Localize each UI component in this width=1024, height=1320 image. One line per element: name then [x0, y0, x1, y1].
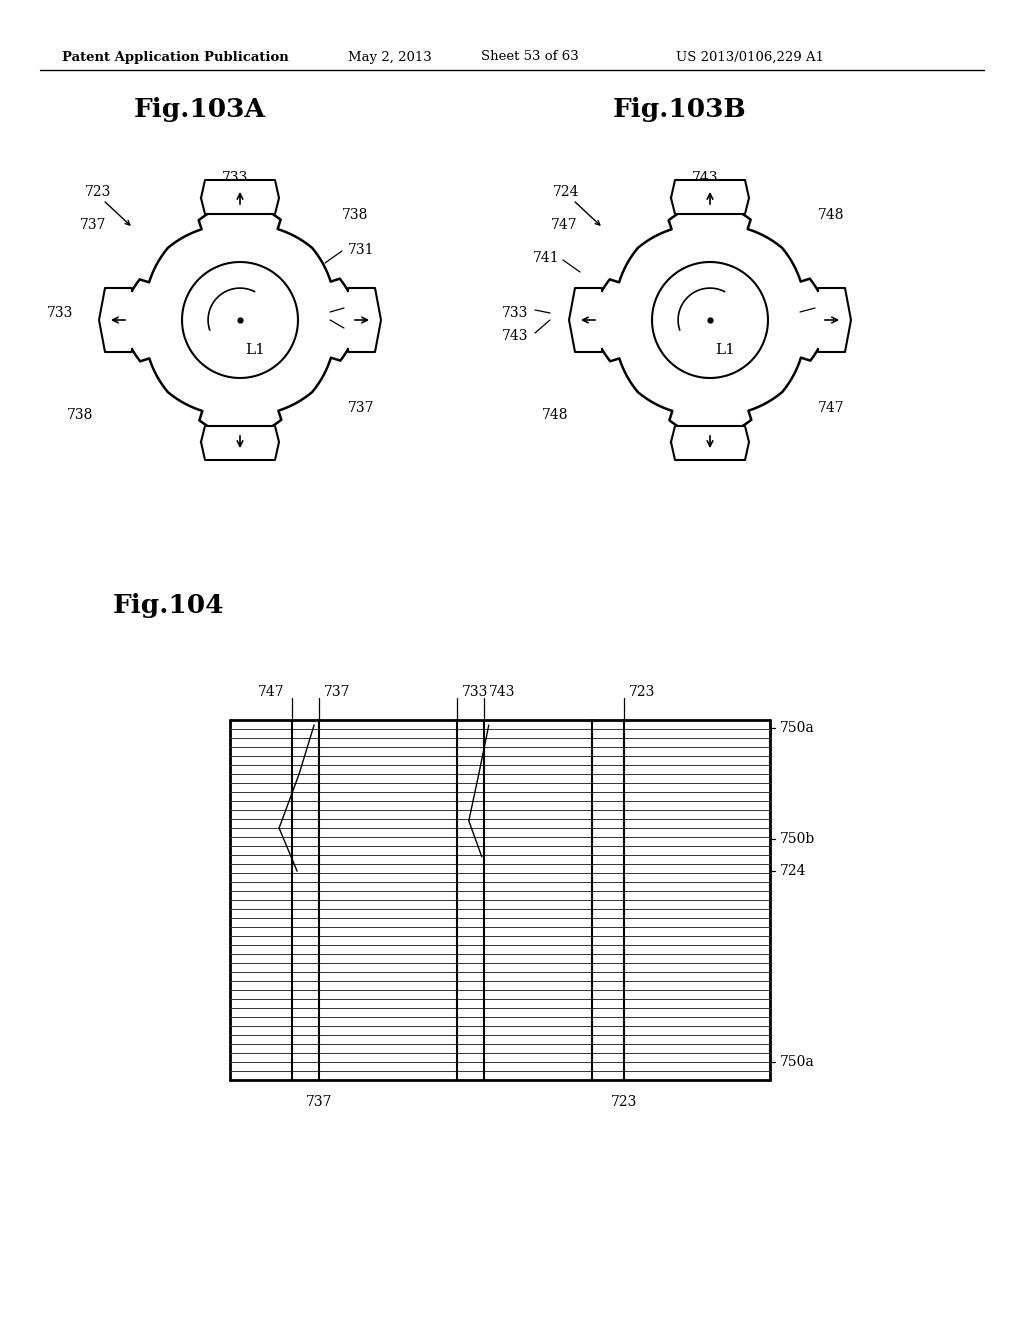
Text: 743: 743 [488, 685, 515, 700]
Text: 738: 738 [342, 209, 369, 222]
Polygon shape [201, 180, 279, 214]
Text: 733: 733 [352, 298, 379, 312]
Text: 733: 733 [502, 306, 528, 319]
Text: 737: 737 [306, 1096, 333, 1109]
Text: 733: 733 [222, 172, 248, 185]
Text: Patent Application Publication: Patent Application Publication [61, 50, 289, 63]
Text: 747: 747 [818, 401, 845, 414]
Text: Fig.104: Fig.104 [113, 593, 224, 618]
Text: May 2, 2013: May 2, 2013 [348, 50, 432, 63]
Text: Fig.103A: Fig.103A [134, 98, 266, 123]
Text: L1: L1 [715, 343, 735, 356]
Polygon shape [569, 288, 602, 352]
Text: 743: 743 [696, 441, 723, 455]
Text: 738: 738 [67, 408, 93, 422]
Bar [230, 719, 770, 1080]
Polygon shape [818, 288, 851, 352]
Text: 743: 743 [822, 298, 849, 312]
Text: Sheet 53 of 63: Sheet 53 of 63 [481, 50, 579, 63]
Polygon shape [590, 201, 830, 440]
Text: 750b: 750b [780, 832, 815, 846]
Text: 748: 748 [818, 209, 845, 222]
Text: 747: 747 [257, 685, 284, 700]
Text: 733: 733 [47, 306, 73, 319]
Text: 750a: 750a [780, 1055, 815, 1069]
Text: 733: 733 [226, 441, 253, 455]
Text: 723: 723 [85, 185, 112, 199]
Text: 750a: 750a [780, 721, 815, 735]
Text: 747: 747 [551, 218, 578, 232]
Text: 724: 724 [780, 865, 807, 878]
Text: Fig.103B: Fig.103B [613, 98, 746, 123]
Text: 748: 748 [542, 408, 568, 422]
Text: 724: 724 [553, 185, 580, 199]
Text: L1: L1 [245, 343, 265, 356]
Text: 743: 743 [502, 329, 528, 343]
Polygon shape [671, 180, 749, 214]
Text: 743: 743 [822, 333, 849, 347]
Polygon shape [99, 288, 132, 352]
Polygon shape [201, 426, 279, 459]
Polygon shape [120, 201, 360, 440]
Text: 723: 723 [611, 1096, 637, 1109]
Text: 737: 737 [348, 401, 375, 414]
Text: 737: 737 [80, 218, 106, 232]
Text: 733: 733 [462, 685, 488, 700]
Text: 723: 723 [629, 685, 655, 700]
Polygon shape [348, 288, 381, 352]
Text: 741: 741 [534, 251, 560, 265]
Text: US 2013/0106,229 A1: US 2013/0106,229 A1 [676, 50, 824, 63]
Text: 743: 743 [352, 321, 379, 335]
Polygon shape [671, 426, 749, 459]
Text: 737: 737 [325, 685, 350, 700]
Text: 743: 743 [692, 172, 718, 185]
Text: 731: 731 [348, 243, 375, 257]
